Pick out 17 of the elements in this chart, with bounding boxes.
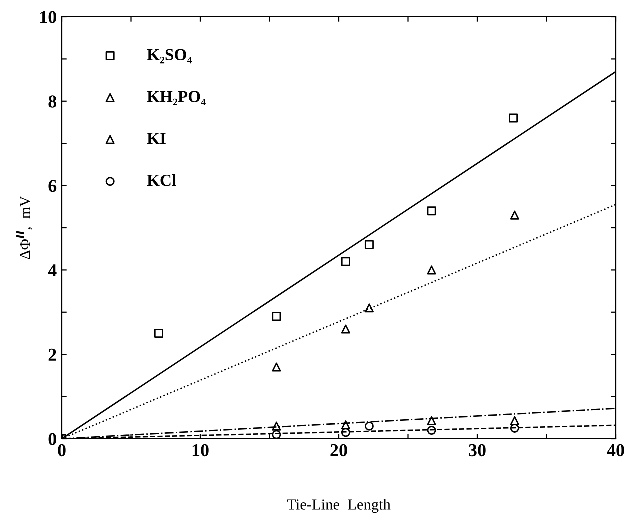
x-tick-label: 20	[330, 444, 348, 457]
x-tick-label: 10	[192, 444, 209, 457]
y-tick-label: 0	[48, 433, 56, 446]
y-tick-label: 8	[48, 96, 57, 108]
y-tick-label: 4	[48, 264, 57, 276]
y-tick-label: 10	[40, 11, 56, 24]
x-axis-title: Tie-Line Length	[287, 499, 391, 514]
y-tick-label: 6	[48, 180, 57, 192]
y-axis-title: ΔΦ$^{II}$, mV	[16, 196, 33, 260]
legend-label: KH₂PO₄	[147, 91, 206, 106]
legend-label: K₂SO₄	[147, 49, 192, 64]
x-tick-label: 0	[58, 444, 66, 457]
x-tick-label: 30	[469, 444, 486, 457]
legend-label: KI	[147, 133, 166, 144]
y-tick-label: 2	[48, 348, 56, 361]
legend-label: KCl	[147, 174, 176, 186]
x-tick-label: 40	[607, 444, 624, 457]
